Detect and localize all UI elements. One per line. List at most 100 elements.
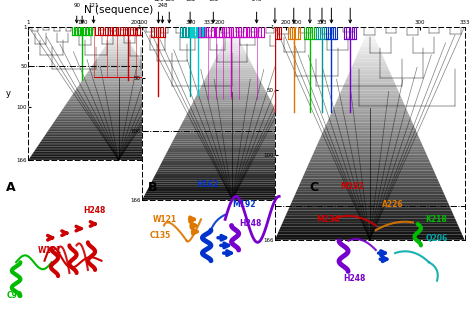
Polygon shape (97, 57, 140, 58)
Polygon shape (201, 85, 264, 87)
Polygon shape (299, 184, 441, 186)
Text: C90: C90 (6, 291, 22, 300)
Polygon shape (330, 112, 409, 115)
Text: H248: H248 (239, 218, 262, 227)
Polygon shape (104, 47, 133, 48)
Polygon shape (82, 80, 155, 82)
Polygon shape (60, 112, 177, 113)
Polygon shape (36, 147, 201, 148)
Polygon shape (145, 193, 320, 195)
Polygon shape (116, 28, 121, 30)
Polygon shape (172, 141, 293, 144)
Polygon shape (173, 137, 291, 139)
Polygon shape (43, 137, 194, 138)
Polygon shape (28, 158, 209, 160)
Polygon shape (53, 122, 184, 123)
Polygon shape (199, 90, 266, 92)
Polygon shape (191, 103, 273, 105)
Polygon shape (150, 182, 314, 184)
Polygon shape (47, 130, 190, 132)
Polygon shape (309, 160, 430, 163)
Text: C: C (310, 181, 319, 194)
Polygon shape (182, 120, 282, 122)
Polygon shape (340, 91, 399, 93)
Polygon shape (197, 92, 267, 94)
Polygon shape (292, 200, 448, 202)
Polygon shape (296, 189, 443, 192)
Polygon shape (349, 69, 390, 72)
Polygon shape (368, 27, 371, 29)
Polygon shape (332, 109, 408, 112)
Polygon shape (67, 102, 170, 103)
Polygon shape (46, 133, 191, 135)
Polygon shape (279, 229, 461, 232)
Polygon shape (215, 57, 249, 59)
Polygon shape (38, 143, 199, 145)
Polygon shape (94, 62, 143, 63)
Polygon shape (151, 180, 313, 182)
Polygon shape (182, 122, 283, 124)
Polygon shape (92, 63, 145, 65)
Polygon shape (212, 64, 253, 66)
Polygon shape (100, 53, 137, 55)
Polygon shape (356, 53, 383, 56)
Polygon shape (310, 157, 429, 160)
Polygon shape (176, 133, 289, 135)
Polygon shape (103, 48, 134, 50)
Polygon shape (87, 72, 150, 73)
Polygon shape (178, 129, 286, 131)
Text: K218: K218 (426, 215, 447, 224)
Polygon shape (185, 116, 280, 118)
Polygon shape (46, 132, 191, 133)
Polygon shape (230, 29, 235, 31)
Polygon shape (83, 77, 154, 78)
Polygon shape (360, 45, 379, 48)
Polygon shape (154, 176, 311, 178)
Text: W121: W121 (153, 215, 177, 224)
Polygon shape (59, 113, 178, 115)
Text: M192: M192 (340, 182, 364, 191)
Polygon shape (100, 52, 137, 53)
Polygon shape (302, 176, 437, 178)
Polygon shape (193, 100, 272, 103)
Polygon shape (142, 198, 322, 200)
Polygon shape (157, 169, 308, 171)
Polygon shape (146, 189, 318, 191)
Polygon shape (208, 72, 257, 74)
Polygon shape (304, 170, 435, 173)
Polygon shape (61, 110, 176, 112)
Polygon shape (280, 226, 460, 229)
Polygon shape (159, 165, 305, 167)
Polygon shape (184, 118, 281, 120)
Polygon shape (188, 109, 276, 111)
Polygon shape (34, 150, 203, 152)
Polygon shape (70, 97, 167, 98)
Polygon shape (42, 138, 195, 140)
Polygon shape (160, 163, 304, 165)
Polygon shape (158, 167, 307, 169)
Polygon shape (295, 192, 444, 194)
Polygon shape (365, 35, 374, 37)
Polygon shape (221, 46, 244, 48)
Polygon shape (77, 87, 160, 88)
Polygon shape (315, 147, 424, 149)
Polygon shape (179, 126, 285, 128)
Polygon shape (55, 120, 182, 122)
Polygon shape (222, 44, 242, 46)
Polygon shape (164, 155, 300, 157)
Text: H162: H162 (197, 180, 219, 189)
Polygon shape (91, 65, 146, 67)
Polygon shape (359, 48, 380, 51)
Polygon shape (190, 107, 275, 109)
Polygon shape (210, 68, 255, 70)
Polygon shape (200, 87, 265, 90)
Polygon shape (339, 93, 401, 96)
Polygon shape (148, 187, 317, 189)
Text: Q206: Q206 (426, 234, 448, 243)
Polygon shape (346, 77, 393, 80)
Polygon shape (292, 197, 447, 200)
Polygon shape (115, 30, 122, 32)
Polygon shape (289, 205, 450, 208)
Polygon shape (155, 174, 310, 176)
Polygon shape (170, 144, 294, 146)
